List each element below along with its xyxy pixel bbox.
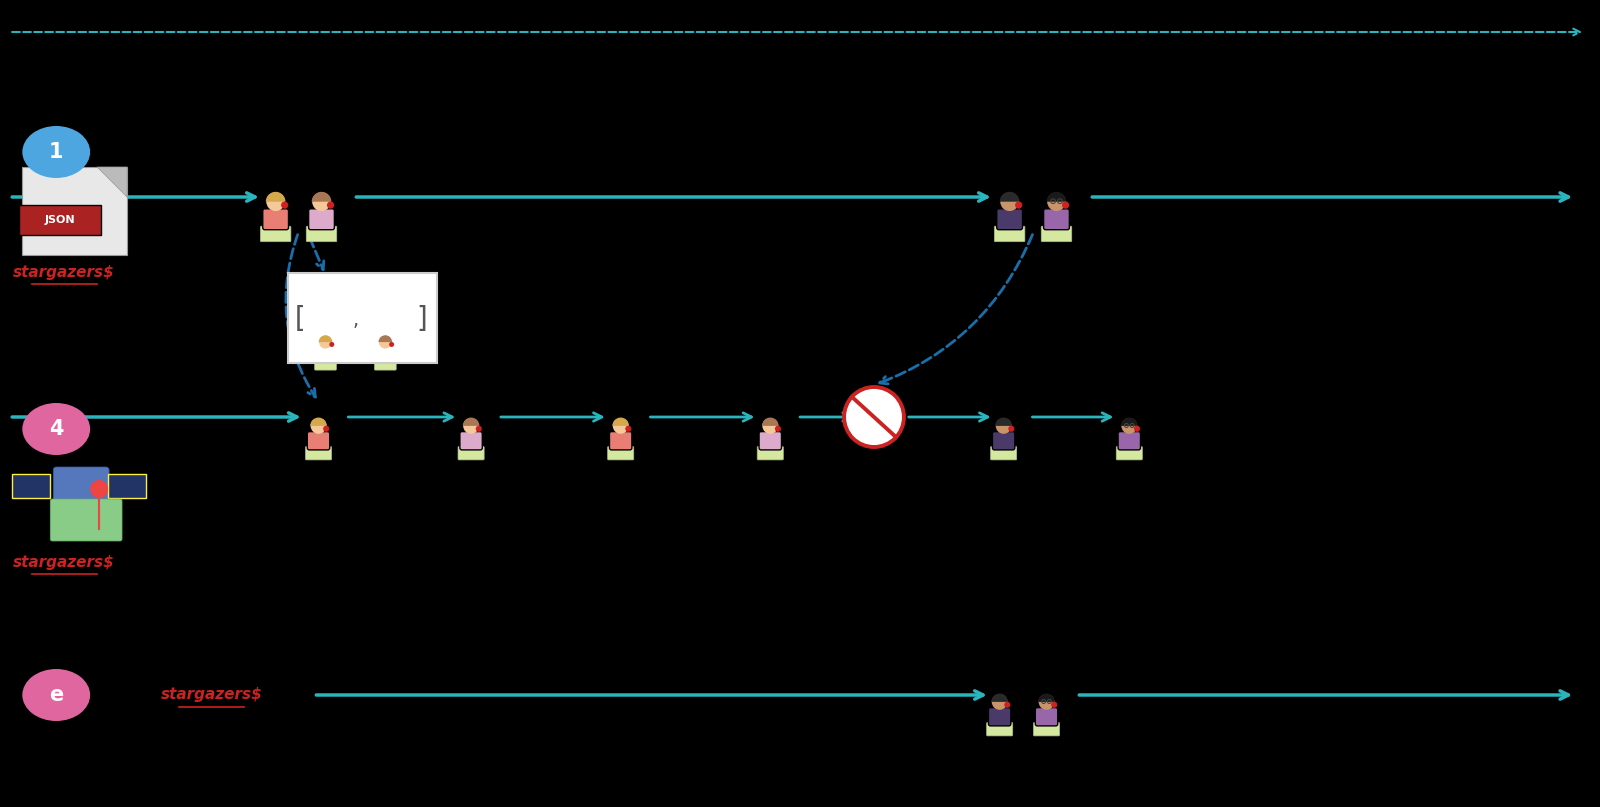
FancyBboxPatch shape — [315, 359, 336, 370]
Circle shape — [1134, 425, 1141, 432]
Wedge shape — [310, 417, 326, 426]
FancyBboxPatch shape — [608, 446, 634, 460]
Circle shape — [1062, 202, 1069, 209]
FancyBboxPatch shape — [994, 226, 1026, 242]
FancyBboxPatch shape — [992, 432, 1014, 449]
Text: JSON: JSON — [45, 215, 75, 225]
Circle shape — [1038, 694, 1054, 710]
Circle shape — [326, 202, 334, 209]
FancyBboxPatch shape — [307, 432, 330, 449]
FancyBboxPatch shape — [50, 499, 122, 541]
Text: stargazers$: stargazers$ — [162, 688, 262, 703]
Wedge shape — [312, 192, 331, 202]
FancyBboxPatch shape — [987, 722, 1013, 736]
Polygon shape — [98, 167, 126, 197]
Circle shape — [1122, 418, 1138, 434]
FancyBboxPatch shape — [757, 446, 784, 460]
Circle shape — [992, 694, 1008, 710]
FancyBboxPatch shape — [459, 432, 482, 449]
FancyBboxPatch shape — [1118, 432, 1141, 449]
Circle shape — [1046, 192, 1066, 211]
Text: stargazers$: stargazers$ — [13, 554, 115, 570]
FancyBboxPatch shape — [261, 226, 291, 242]
Wedge shape — [992, 693, 1008, 702]
FancyBboxPatch shape — [306, 226, 336, 242]
FancyBboxPatch shape — [990, 446, 1016, 460]
Wedge shape — [379, 335, 392, 342]
FancyBboxPatch shape — [13, 474, 50, 498]
FancyBboxPatch shape — [374, 359, 397, 370]
Circle shape — [379, 336, 392, 349]
Wedge shape — [995, 417, 1011, 426]
Circle shape — [475, 425, 482, 432]
Wedge shape — [1122, 417, 1138, 426]
Ellipse shape — [22, 403, 90, 455]
Circle shape — [774, 425, 781, 432]
FancyBboxPatch shape — [376, 346, 395, 362]
FancyBboxPatch shape — [1042, 226, 1072, 242]
Ellipse shape — [22, 126, 90, 178]
FancyBboxPatch shape — [997, 209, 1022, 230]
Wedge shape — [1046, 192, 1066, 202]
Wedge shape — [762, 417, 779, 426]
FancyBboxPatch shape — [989, 708, 1011, 726]
FancyBboxPatch shape — [458, 446, 485, 460]
FancyBboxPatch shape — [610, 432, 632, 449]
Wedge shape — [462, 417, 480, 426]
Wedge shape — [613, 417, 629, 426]
FancyBboxPatch shape — [1117, 446, 1142, 460]
Text: 4: 4 — [50, 419, 64, 439]
Circle shape — [330, 342, 334, 347]
Wedge shape — [266, 192, 285, 202]
Circle shape — [266, 192, 285, 211]
FancyBboxPatch shape — [315, 346, 334, 362]
Wedge shape — [318, 335, 333, 342]
Circle shape — [995, 418, 1011, 434]
Circle shape — [1014, 202, 1022, 209]
FancyBboxPatch shape — [19, 205, 101, 235]
Circle shape — [312, 192, 331, 211]
Text: ,: , — [352, 312, 358, 331]
Text: 1: 1 — [50, 142, 64, 162]
Text: [: [ — [291, 305, 307, 333]
Circle shape — [318, 336, 331, 349]
Circle shape — [323, 425, 330, 432]
FancyBboxPatch shape — [758, 432, 781, 449]
Circle shape — [762, 418, 778, 434]
FancyBboxPatch shape — [1035, 708, 1058, 726]
FancyBboxPatch shape — [53, 467, 109, 505]
FancyBboxPatch shape — [288, 273, 437, 363]
Circle shape — [845, 387, 904, 447]
Circle shape — [389, 342, 394, 347]
FancyBboxPatch shape — [306, 446, 331, 460]
Circle shape — [613, 418, 629, 434]
FancyBboxPatch shape — [262, 209, 288, 230]
Circle shape — [310, 418, 326, 434]
Circle shape — [282, 202, 288, 209]
Text: e: e — [50, 685, 64, 705]
FancyBboxPatch shape — [1034, 722, 1059, 736]
Text: ]: ] — [414, 305, 432, 333]
Wedge shape — [1038, 693, 1054, 702]
FancyBboxPatch shape — [109, 474, 146, 498]
Circle shape — [462, 418, 478, 434]
Wedge shape — [1000, 192, 1019, 202]
Circle shape — [1005, 701, 1010, 708]
Circle shape — [1008, 425, 1014, 432]
Ellipse shape — [22, 669, 90, 721]
FancyBboxPatch shape — [1043, 209, 1069, 230]
Circle shape — [1051, 701, 1058, 708]
Circle shape — [90, 480, 109, 498]
Circle shape — [626, 425, 632, 432]
Text: stargazers$: stargazers$ — [13, 265, 115, 279]
FancyBboxPatch shape — [22, 167, 126, 255]
Circle shape — [1000, 192, 1019, 211]
FancyBboxPatch shape — [309, 209, 334, 230]
